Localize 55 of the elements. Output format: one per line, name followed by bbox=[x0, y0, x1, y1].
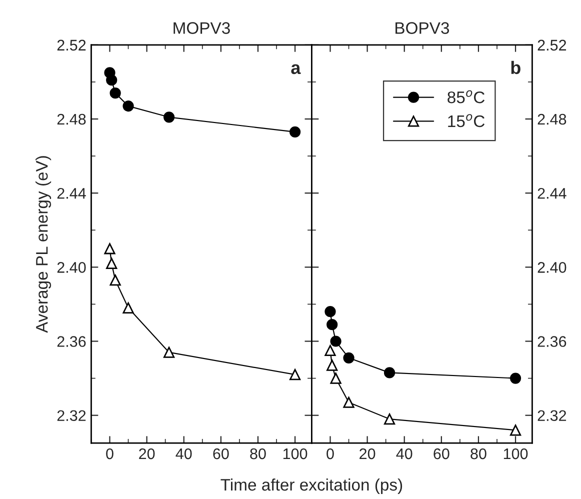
annotation: b bbox=[511, 60, 520, 74]
point bbox=[324, 306, 336, 318]
y-tick-label: 2.32 bbox=[538, 410, 566, 422]
y-tick-label: 2.36 bbox=[538, 336, 566, 347]
x-tick-label: 20 bbox=[139, 448, 155, 460]
annotation: a bbox=[291, 64, 301, 74]
y-tick-label: 2.44 bbox=[57, 188, 86, 199]
y-tick-label: 2.48 bbox=[538, 114, 566, 125]
x-tick-label: 100 bbox=[504, 448, 528, 460]
point bbox=[122, 302, 134, 314]
y-axis-title: Average PL energy (eV) bbox=[36, 156, 52, 333]
x-tick-label: 80 bbox=[470, 448, 486, 460]
point bbox=[106, 258, 118, 270]
chart-title: MOPV3 bbox=[174, 22, 230, 34]
point bbox=[330, 336, 342, 347]
chart-title: BOPV3 bbox=[396, 22, 450, 34]
point bbox=[326, 319, 338, 330]
x-tick-label: 0 bbox=[106, 448, 114, 460]
point bbox=[104, 243, 116, 254]
y-tick-label: 2.44 bbox=[538, 188, 566, 199]
point bbox=[384, 367, 396, 378]
point bbox=[289, 126, 301, 138]
point bbox=[510, 424, 522, 436]
point bbox=[106, 74, 118, 86]
x-tick-label: 0 bbox=[326, 448, 334, 460]
x-tick-label: 40 bbox=[396, 448, 412, 460]
point bbox=[324, 344, 336, 356]
legend-label: 15$^{o}$C bbox=[448, 114, 485, 128]
legend-label: 85$^{o}$C bbox=[448, 90, 485, 104]
x-tick-label: 100 bbox=[283, 448, 308, 460]
y-tick-label: 2.36 bbox=[57, 336, 86, 347]
point bbox=[343, 396, 354, 408]
point bbox=[330, 372, 342, 384]
point bbox=[110, 274, 121, 286]
point bbox=[110, 88, 121, 99]
y-tick-label: 2.52 bbox=[57, 40, 86, 51]
point bbox=[510, 372, 522, 384]
x-tick-label: 60 bbox=[434, 448, 450, 460]
y-tick-label: 2.40 bbox=[57, 262, 86, 273]
point bbox=[326, 360, 338, 371]
x-tick-label: 20 bbox=[360, 448, 376, 460]
y-tick-label: 2.32 bbox=[57, 410, 86, 422]
point bbox=[289, 369, 301, 380]
y-tick-label: 2.48 bbox=[57, 114, 86, 125]
point bbox=[122, 100, 134, 112]
x-axis-title: Time after excitation (ps) bbox=[220, 478, 402, 494]
x-tick-label: 40 bbox=[176, 448, 192, 460]
x-tick-label: 80 bbox=[250, 448, 266, 460]
point bbox=[163, 112, 175, 123]
x-tick-label: 60 bbox=[213, 448, 229, 460]
y-tick-label: 2.40 bbox=[538, 262, 566, 273]
point bbox=[384, 413, 396, 425]
point bbox=[163, 346, 175, 358]
point bbox=[343, 352, 354, 364]
y-tick-label: 2.52 bbox=[538, 40, 566, 51]
